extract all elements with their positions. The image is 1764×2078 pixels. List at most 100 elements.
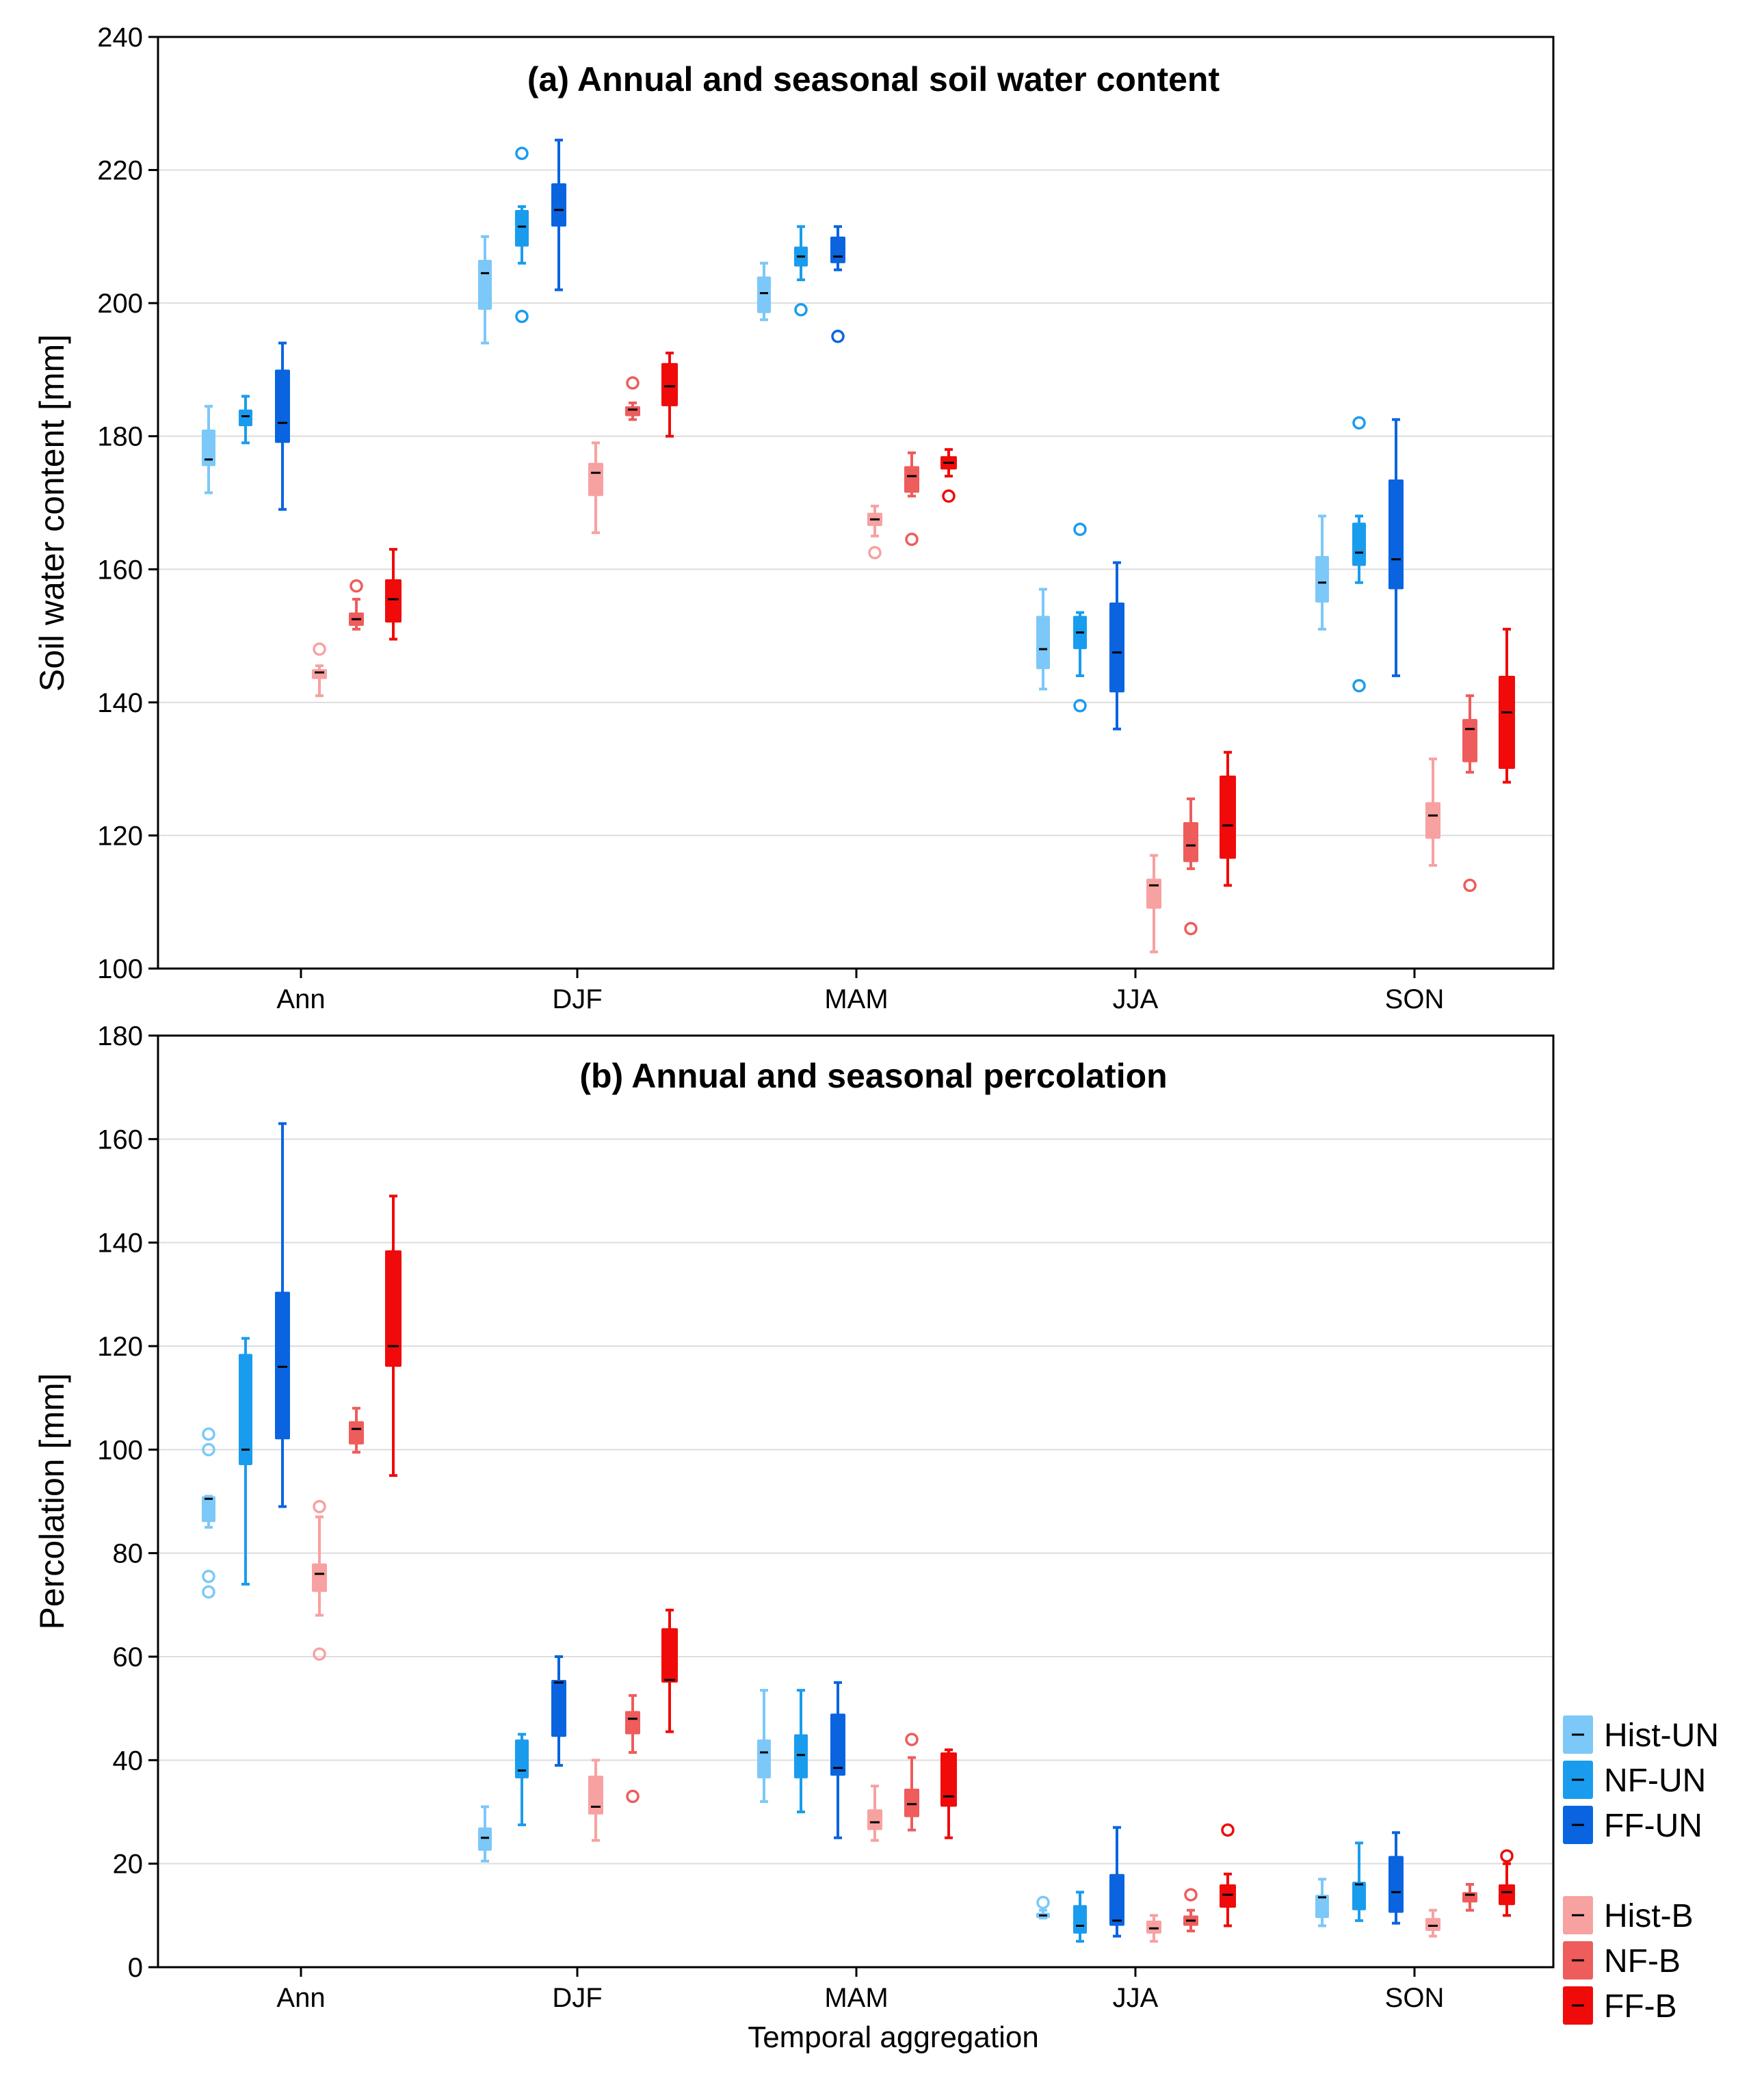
panel-a-grid: [158, 169, 1553, 837]
panel-a-y-tick-label-200: 200: [97, 289, 143, 319]
box-iqr: [1109, 1873, 1124, 1926]
panel-a-box-Hist-UN-SON: [1315, 514, 1329, 631]
panel-b-x-tick-label-JJA: JJA: [1113, 1983, 1159, 2013]
box-iqr: [1352, 523, 1366, 566]
panel-b-x-tick-label-SON: SON: [1385, 1983, 1445, 2013]
panel-b-box-Hist-B-Ann: [312, 1499, 327, 1661]
panel-a-y-tick-label-140: 140: [97, 688, 143, 718]
legend-label: FF-B: [1604, 1988, 1677, 2025]
box-iqr: [625, 406, 640, 417]
panel-a-y-tick-label-160: 160: [97, 555, 143, 585]
panel-b-box-NF-B-SON: [1462, 1882, 1477, 1912]
outlier-point: [1036, 1895, 1050, 1910]
panel-b-box-Hist-UN-SON: [1315, 1878, 1329, 1928]
outlier-point: [313, 1647, 326, 1661]
box-iqr: [1425, 1918, 1440, 1932]
box-iqr: [385, 1250, 401, 1367]
box-iqr: [661, 363, 678, 406]
outlier-point: [831, 330, 845, 343]
panel-b-box-Hist-B-JJA: [1146, 1914, 1161, 1943]
panel-b-grid: [158, 1138, 1553, 1865]
box-iqr: [515, 209, 529, 247]
panel-b-box-FF-UN-JJA: [1109, 1826, 1124, 1938]
panel-b-box-NF-B-DJF: [625, 1694, 640, 1804]
panel-a-box-FF-B-DJF: [661, 352, 678, 438]
panel-b-box-FF-UN-Ann: [275, 1122, 290, 1508]
box-iqr: [1220, 1884, 1236, 1908]
panel-b-x-tick-label-Ann: Ann: [276, 1983, 325, 2013]
panel-a-box-NF-B-DJF: [625, 376, 640, 421]
panel-a-box-NF-UN-Ann: [239, 395, 252, 445]
legend-item-FF-B: FF-B: [1563, 1986, 1677, 2025]
panel-a-box-FF-UN-JJA: [1109, 561, 1124, 731]
outlier-point: [515, 146, 529, 160]
panel-b-box-NF-B-JJA: [1183, 1888, 1198, 1933]
box-iqr: [1388, 479, 1404, 590]
box-iqr: [1462, 719, 1477, 763]
box-iqr: [1220, 775, 1236, 859]
outlier-point: [1184, 1888, 1198, 1902]
box-iqr: [478, 259, 492, 310]
outlier-point: [794, 303, 808, 317]
legend-item-NF-B: NF-B: [1563, 1941, 1681, 1980]
panel-b-y-tick-label-180: 180: [97, 1021, 143, 1051]
outlier-point: [1352, 416, 1366, 430]
box-iqr: [478, 1827, 492, 1851]
box-iqr: [312, 1563, 327, 1592]
box-iqr: [794, 1734, 808, 1778]
panel-a-box-Hist-B-Ann: [312, 642, 327, 698]
outlier-point: [905, 1733, 919, 1746]
panel-a-box-FF-B-Ann: [385, 548, 401, 641]
panel-b-box-FF-B-MAM: [940, 1748, 957, 1839]
box-iqr: [551, 183, 566, 227]
box-iqr: [757, 1739, 771, 1778]
panel-b-x-tick-label-MAM: MAM: [824, 1983, 888, 2013]
panel-a-x-tick-label-JJA: JJA: [1113, 984, 1159, 1014]
box-iqr: [1425, 802, 1440, 839]
outlier-point: [1184, 921, 1198, 936]
panel-a-y-tick-label-120: 120: [97, 821, 143, 851]
box-iqr: [239, 409, 252, 427]
panel-a-box-NF-B-SON: [1462, 694, 1477, 893]
panel-b-boxes: [202, 1122, 1515, 1943]
panel-b-box-FF-UN-DJF: [551, 1655, 566, 1767]
panel-a-box-Hist-UN-Ann: [202, 404, 215, 495]
legend-label: NF-B: [1604, 1943, 1681, 1980]
box-iqr: [1146, 1920, 1161, 1934]
box-iqr: [588, 462, 603, 497]
panel-a-x-tick-label-DJF: DJF: [552, 984, 602, 1014]
panel-b-box-NF-UN-DJF: [515, 1733, 529, 1826]
outlier-point: [515, 309, 529, 324]
panel-a-x-tick-label-SON: SON: [1385, 984, 1445, 1014]
panel-b-box-NF-UN-JJA: [1073, 1891, 1087, 1943]
legend: Hist-UN NF-UN FF-UN Hist-B NF-B FF-B: [1563, 1715, 1719, 2025]
panel-a-y-tick-label-180: 180: [97, 422, 143, 452]
legend-item-Hist-UN: Hist-UN: [1563, 1715, 1719, 1754]
panel-a-box-NF-UN-JJA: [1073, 523, 1087, 713]
panel-b-box-NF-B-Ann: [349, 1406, 364, 1454]
box-iqr: [1499, 1884, 1515, 1906]
panel-b-box-FF-B-Ann: [385, 1194, 401, 1477]
box-iqr: [239, 1354, 252, 1466]
box-iqr: [867, 1809, 882, 1830]
box-iqr: [1315, 1895, 1329, 1919]
box-iqr: [275, 1291, 290, 1440]
box-iqr: [1183, 821, 1198, 863]
panel-b-y-tick-label-160: 160: [97, 1125, 143, 1155]
panel-b-y-tick-label-140: 140: [97, 1228, 143, 1259]
outlier-point: [868, 546, 882, 560]
legend-label: Hist-B: [1604, 1898, 1694, 1934]
panel-b-box-Hist-UN-MAM: [757, 1689, 771, 1803]
panel-b-box-FF-UN-SON: [1388, 1831, 1404, 1925]
outlier-point: [1221, 1823, 1235, 1837]
box-iqr: [661, 1628, 678, 1683]
panel-a-box-FF-B-SON: [1499, 627, 1515, 784]
panel-b-y-tick-label-80: 80: [113, 1539, 144, 1569]
outlier-point: [350, 579, 363, 593]
panel-a-box-Hist-UN-JJA: [1036, 588, 1050, 691]
box-iqr: [275, 369, 290, 443]
panel-b-box-Hist-B-SON: [1425, 1908, 1440, 1938]
legend-label: NF-UN: [1604, 1763, 1706, 1799]
panel-a-boxes: [202, 138, 1515, 953]
panel-b-box-Hist-UN-Ann: [202, 1427, 215, 1599]
